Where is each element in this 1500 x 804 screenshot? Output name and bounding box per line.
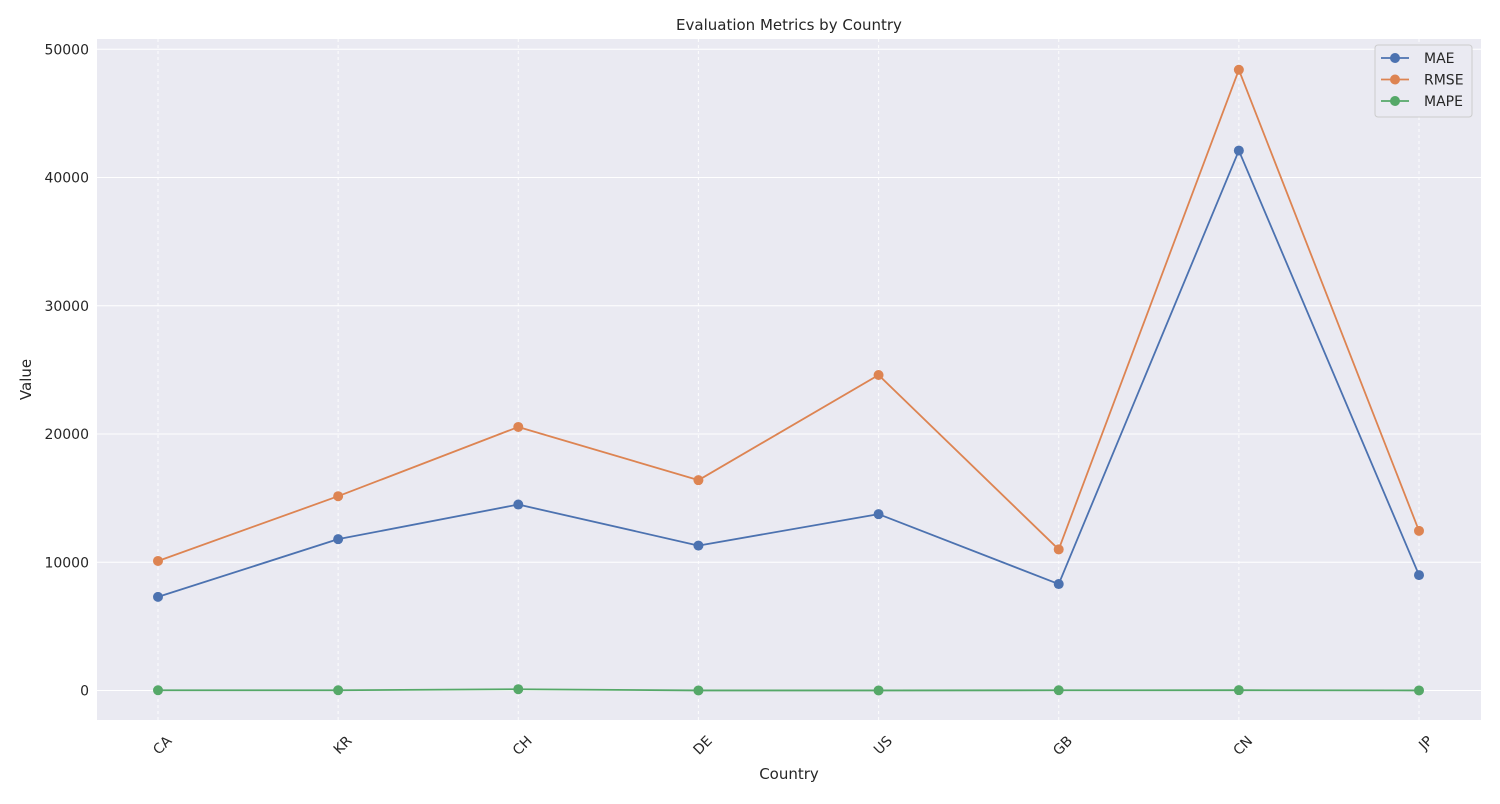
y-axis-ticks: 0 10000 20000 30000 40000 50000 — [44, 42, 89, 699]
point-rmse-jp — [1414, 525, 1424, 536]
series-rmse — [153, 64, 1424, 566]
y-tick-label-3: 30000 — [44, 299, 89, 315]
chart-title: Evaluation Metrics by Country — [676, 16, 902, 34]
point-rmse-ch — [513, 421, 524, 432]
point-mae-ch — [513, 499, 524, 510]
x-tick-label-ca: CA — [150, 733, 175, 758]
y-tick-label-1: 10000 — [44, 555, 89, 571]
y-tick-label-4: 40000 — [44, 171, 89, 187]
x-axis-ticks: CA KR CH DE US GB CN JP — [150, 733, 1436, 759]
series-mae — [153, 145, 1424, 602]
legend-label-mape: MAPE — [1424, 94, 1463, 110]
point-mae-gb — [1053, 579, 1064, 590]
point-mae-ca — [153, 591, 163, 602]
legend-label-mae: MAE — [1424, 51, 1455, 67]
point-mape-us — [873, 685, 884, 696]
point-rmse-us — [873, 370, 884, 381]
series-layer — [153, 64, 1424, 696]
point-mape-kr — [333, 685, 344, 696]
point-rmse-de — [693, 475, 704, 486]
x-tick-label-jp: JP — [1415, 733, 1436, 754]
plot-area — [97, 39, 1481, 720]
x-tick-label-gb: GB — [1050, 733, 1076, 759]
point-mae-us — [873, 509, 884, 520]
x-axis-label: Country — [759, 765, 819, 783]
point-mae-jp — [1414, 570, 1424, 581]
x-tick-label-de: DE — [691, 733, 716, 758]
point-rmse-cn — [1233, 64, 1244, 75]
y-axis-label: Value — [17, 359, 35, 400]
legend-marker-mape — [1390, 96, 1400, 106]
point-mape-de — [693, 685, 704, 696]
point-rmse-kr — [333, 491, 344, 502]
point-mape-ca — [153, 685, 163, 696]
y-tick-label-2: 20000 — [44, 427, 89, 443]
legend-marker-rmse — [1390, 74, 1400, 85]
x-tick-label-us: US — [871, 733, 896, 758]
series-line-mae — [157, 149, 1420, 598]
x-tick-label-kr: KR — [331, 733, 356, 758]
series-line-rmse — [157, 68, 1420, 562]
y-tick-label-0: 0 — [80, 684, 89, 700]
point-rmse-ca — [153, 555, 163, 566]
point-mae-de — [693, 540, 704, 551]
y-tick-label-5: 50000 — [44, 42, 89, 58]
x-tick-label-cn: CN — [1231, 733, 1257, 759]
point-mae-kr — [333, 534, 344, 545]
legend-marker-mae — [1390, 53, 1400, 63]
point-mae-cn — [1233, 145, 1244, 156]
series-mape — [153, 684, 1424, 696]
legend-label-rmse: RMSE — [1424, 73, 1464, 89]
point-mape-jp — [1414, 685, 1424, 696]
point-mape-gb — [1053, 685, 1064, 696]
point-mape-ch — [513, 684, 524, 695]
point-rmse-gb — [1053, 544, 1064, 555]
x-tick-label-ch: CH — [510, 733, 536, 759]
legend: MAE RMSE MAPE — [1374, 44, 1473, 118]
series-line-mape — [158, 688, 1420, 692]
point-mape-cn — [1233, 685, 1244, 696]
